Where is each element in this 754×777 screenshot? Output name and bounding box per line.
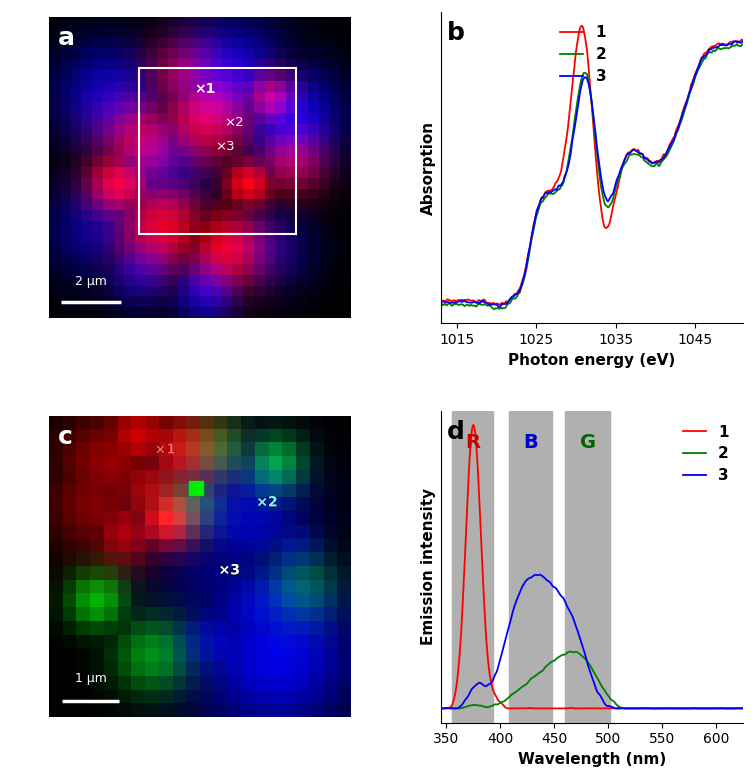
1 <box>618 165 627 174</box>
Bar <box>452 411 493 723</box>
Line: 3: 3 <box>441 41 743 307</box>
Bar <box>139 68 296 234</box>
3 <box>738 704 747 713</box>
3 <box>639 704 648 713</box>
3 <box>437 297 446 306</box>
1 <box>437 704 446 713</box>
Legend: 1, 2, 3: 1, 2, 3 <box>554 19 612 90</box>
2 <box>490 305 499 314</box>
3 <box>437 704 446 713</box>
2 <box>437 704 446 713</box>
2 <box>732 40 741 49</box>
3 <box>514 591 523 600</box>
1 <box>515 704 524 713</box>
2 <box>639 704 648 713</box>
2 <box>738 704 747 713</box>
2 <box>664 704 673 713</box>
1 <box>437 296 446 305</box>
Legend: 1, 2, 3: 1, 2, 3 <box>677 419 735 490</box>
3 <box>738 37 747 46</box>
Line: 1: 1 <box>441 425 743 709</box>
Line: 1: 1 <box>441 26 743 305</box>
Bar <box>565 411 610 723</box>
X-axis label: Wavelength (nm): Wavelength (nm) <box>518 752 666 767</box>
3 <box>600 191 609 200</box>
3 <box>665 704 674 713</box>
2 <box>685 91 694 100</box>
3 <box>490 671 499 681</box>
1 <box>601 223 610 232</box>
Line: 3: 3 <box>441 575 743 709</box>
Text: ×3: ×3 <box>219 563 240 577</box>
3 <box>535 570 544 580</box>
Text: c: c <box>58 425 73 449</box>
2 <box>514 685 523 695</box>
Text: G: G <box>580 433 596 451</box>
Text: ×3: ×3 <box>215 140 234 153</box>
2 <box>615 702 624 712</box>
1 <box>574 704 583 713</box>
2 <box>490 700 499 709</box>
2 <box>617 166 626 176</box>
Line: 2: 2 <box>441 44 743 309</box>
1 <box>581 36 590 45</box>
1 <box>578 21 587 30</box>
1 <box>507 704 516 713</box>
1 <box>615 704 624 713</box>
Text: ×1: ×1 <box>155 443 176 457</box>
1 <box>685 87 694 96</box>
Text: R: R <box>464 433 480 451</box>
Text: ×2: ×2 <box>256 496 277 510</box>
1 <box>738 35 747 44</box>
Text: d: d <box>447 420 465 444</box>
3 <box>732 37 741 47</box>
2 <box>574 648 583 657</box>
2 <box>738 40 747 49</box>
3 <box>582 74 591 83</box>
Y-axis label: Absorption: Absorption <box>421 120 436 214</box>
3 <box>615 704 624 713</box>
Y-axis label: Emission intensity: Emission intensity <box>421 488 436 645</box>
1 <box>732 37 741 46</box>
Bar <box>509 411 552 723</box>
3 <box>731 37 740 46</box>
3 <box>685 89 694 99</box>
3 <box>574 628 583 637</box>
2 <box>600 200 609 209</box>
1 <box>490 689 499 699</box>
3 <box>581 73 590 82</box>
3 <box>617 163 626 172</box>
2 <box>582 69 591 78</box>
1 <box>583 49 592 58</box>
1 <box>738 704 747 713</box>
3 <box>495 302 504 312</box>
Text: a: a <box>58 26 75 50</box>
Bar <box>188 481 203 495</box>
Text: B: B <box>523 433 538 451</box>
Text: b: b <box>447 21 465 45</box>
Text: ×2: ×2 <box>224 116 244 129</box>
Text: 1 μm: 1 μm <box>75 672 106 685</box>
2 <box>581 68 590 78</box>
Text: ×1: ×1 <box>194 82 215 96</box>
X-axis label: Photon energy (eV): Photon energy (eV) <box>508 353 676 368</box>
2 <box>566 647 575 657</box>
Text: 2 μm: 2 μm <box>75 275 107 288</box>
1 <box>639 703 648 713</box>
3 <box>624 704 633 713</box>
2 <box>437 298 446 308</box>
1 <box>665 704 674 713</box>
1 <box>469 420 478 430</box>
2 <box>731 40 740 50</box>
Line: 2: 2 <box>441 652 743 709</box>
1 <box>495 300 504 309</box>
